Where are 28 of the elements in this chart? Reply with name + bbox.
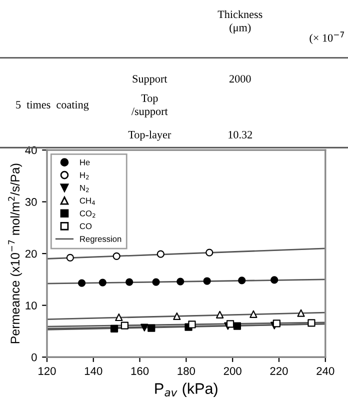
x-tick-label: 140: [84, 367, 102, 375]
x-tick-label: 120: [38, 367, 56, 375]
x-tick-label: 160: [131, 367, 149, 375]
text: Top /support: [131, 94, 168, 118]
x-axis-title: P$_{av}$ (kPa): [155, 382, 218, 397]
x-tick-label: 180: [178, 367, 196, 375]
legend-label: N$_{2}$: [80, 185, 89, 192]
text: 2000: [229, 75, 251, 83]
legend-label: Regression: [80, 236, 122, 244]
y-tick-label: 0: [32, 353, 37, 362]
legend-label: H$_{2}$: [80, 172, 89, 180]
text: Top-layer: [128, 130, 172, 141]
text: (× 10$^{−7}$: [310, 32, 344, 44]
legend-label: CO: [80, 223, 92, 230]
legend-label: CH$_{4}$: [80, 198, 95, 205]
y-axis-title: Permeance (x10$^{−7}$ mol/m$^{2}$/s/Pa): [8, 164, 22, 344]
x-tick-label: 200: [224, 367, 242, 375]
y-tick-label: 10: [26, 302, 37, 310]
x-tick-label: 240: [316, 367, 334, 375]
x-tick-label: 220: [270, 367, 288, 375]
text: 5 times coating: [16, 101, 89, 111]
legend-label: He: [80, 159, 90, 166]
legend-label: CO$_{2}$: [80, 210, 96, 218]
text: Thickness (μm): [218, 10, 262, 34]
text: 10.32: [228, 130, 252, 138]
text: Support: [132, 75, 168, 85]
y-tick-label: 20: [25, 250, 37, 258]
y-tick-label: 30: [25, 198, 37, 206]
